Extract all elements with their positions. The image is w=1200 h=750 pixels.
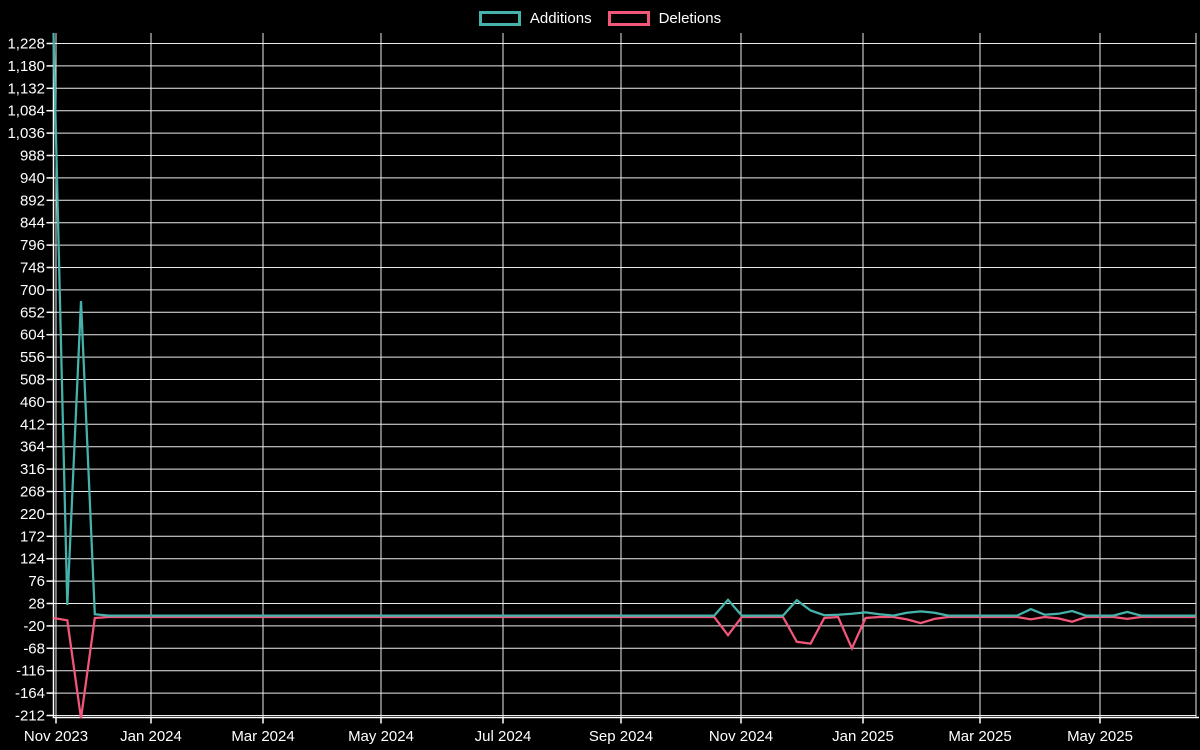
y-tick-label: 1,036 [7,125,45,142]
legend-item-deletions[interactable]: Deletions [607,9,722,27]
y-tick-label: 316 [20,461,45,478]
deletions-line [53,615,1196,719]
x-tick-label: Mar 2025 [948,728,1011,745]
additions-line [52,33,1196,617]
x-tick-label: May 2025 [1067,728,1133,745]
x-tick-label: Sep 2024 [589,728,653,745]
y-tick-label: 1,180 [7,58,45,75]
legend: Additions Deletions [0,7,1200,29]
y-tick-label: -164 [15,685,45,702]
y-tick-label: 76 [28,573,45,590]
additions-swatch-icon [478,10,521,26]
x-tick-label: Jan 2024 [120,728,182,745]
y-tick-label: 748 [20,260,45,277]
y-tick-label: 124 [20,551,45,568]
y-tick-label: -68 [23,640,45,657]
y-tick-label: 412 [20,416,45,433]
y-tick-label: 364 [20,439,45,456]
y-tick-label: 1,132 [7,80,45,97]
x-tick-label: Nov 2023 [24,728,88,745]
x-tick-label: May 2024 [348,728,414,745]
x-tick-label: Jan 2025 [832,728,894,745]
x-tick-label: Jul 2024 [475,728,532,745]
y-tick-label: -20 [23,618,45,635]
y-tick-label: 940 [20,170,45,187]
y-tick-label: -116 [16,663,45,680]
x-tick-label: Mar 2024 [231,728,294,745]
y-tick-label: 604 [20,327,45,344]
y-tick-label: 988 [20,148,45,165]
y-tick-label: 796 [20,237,45,254]
legend-deletions-label: Deletions [658,9,722,27]
y-tick-label: 892 [20,192,45,209]
y-tick-label: 1,228 [7,36,45,53]
y-tick-label: 268 [20,484,45,501]
y-tick-label: 460 [20,394,45,411]
y-tick-label: 556 [20,349,45,366]
y-tick-label: -212 [15,708,45,725]
y-tick-label: 172 [20,528,45,545]
deletions-swatch-icon [607,10,650,26]
y-tick-label: 700 [20,282,45,299]
legend-additions-label: Additions [529,9,592,27]
y-tick-label: 220 [20,506,45,523]
y-tick-label: 844 [20,215,45,232]
y-tick-label: 1,084 [7,103,45,120]
legend-item-additions[interactable]: Additions [478,9,592,27]
y-tick-label: 28 [28,596,45,613]
x-tick-label: Nov 2024 [709,728,773,745]
y-tick-label: 652 [20,304,45,321]
y-tick-label: 508 [20,372,45,389]
